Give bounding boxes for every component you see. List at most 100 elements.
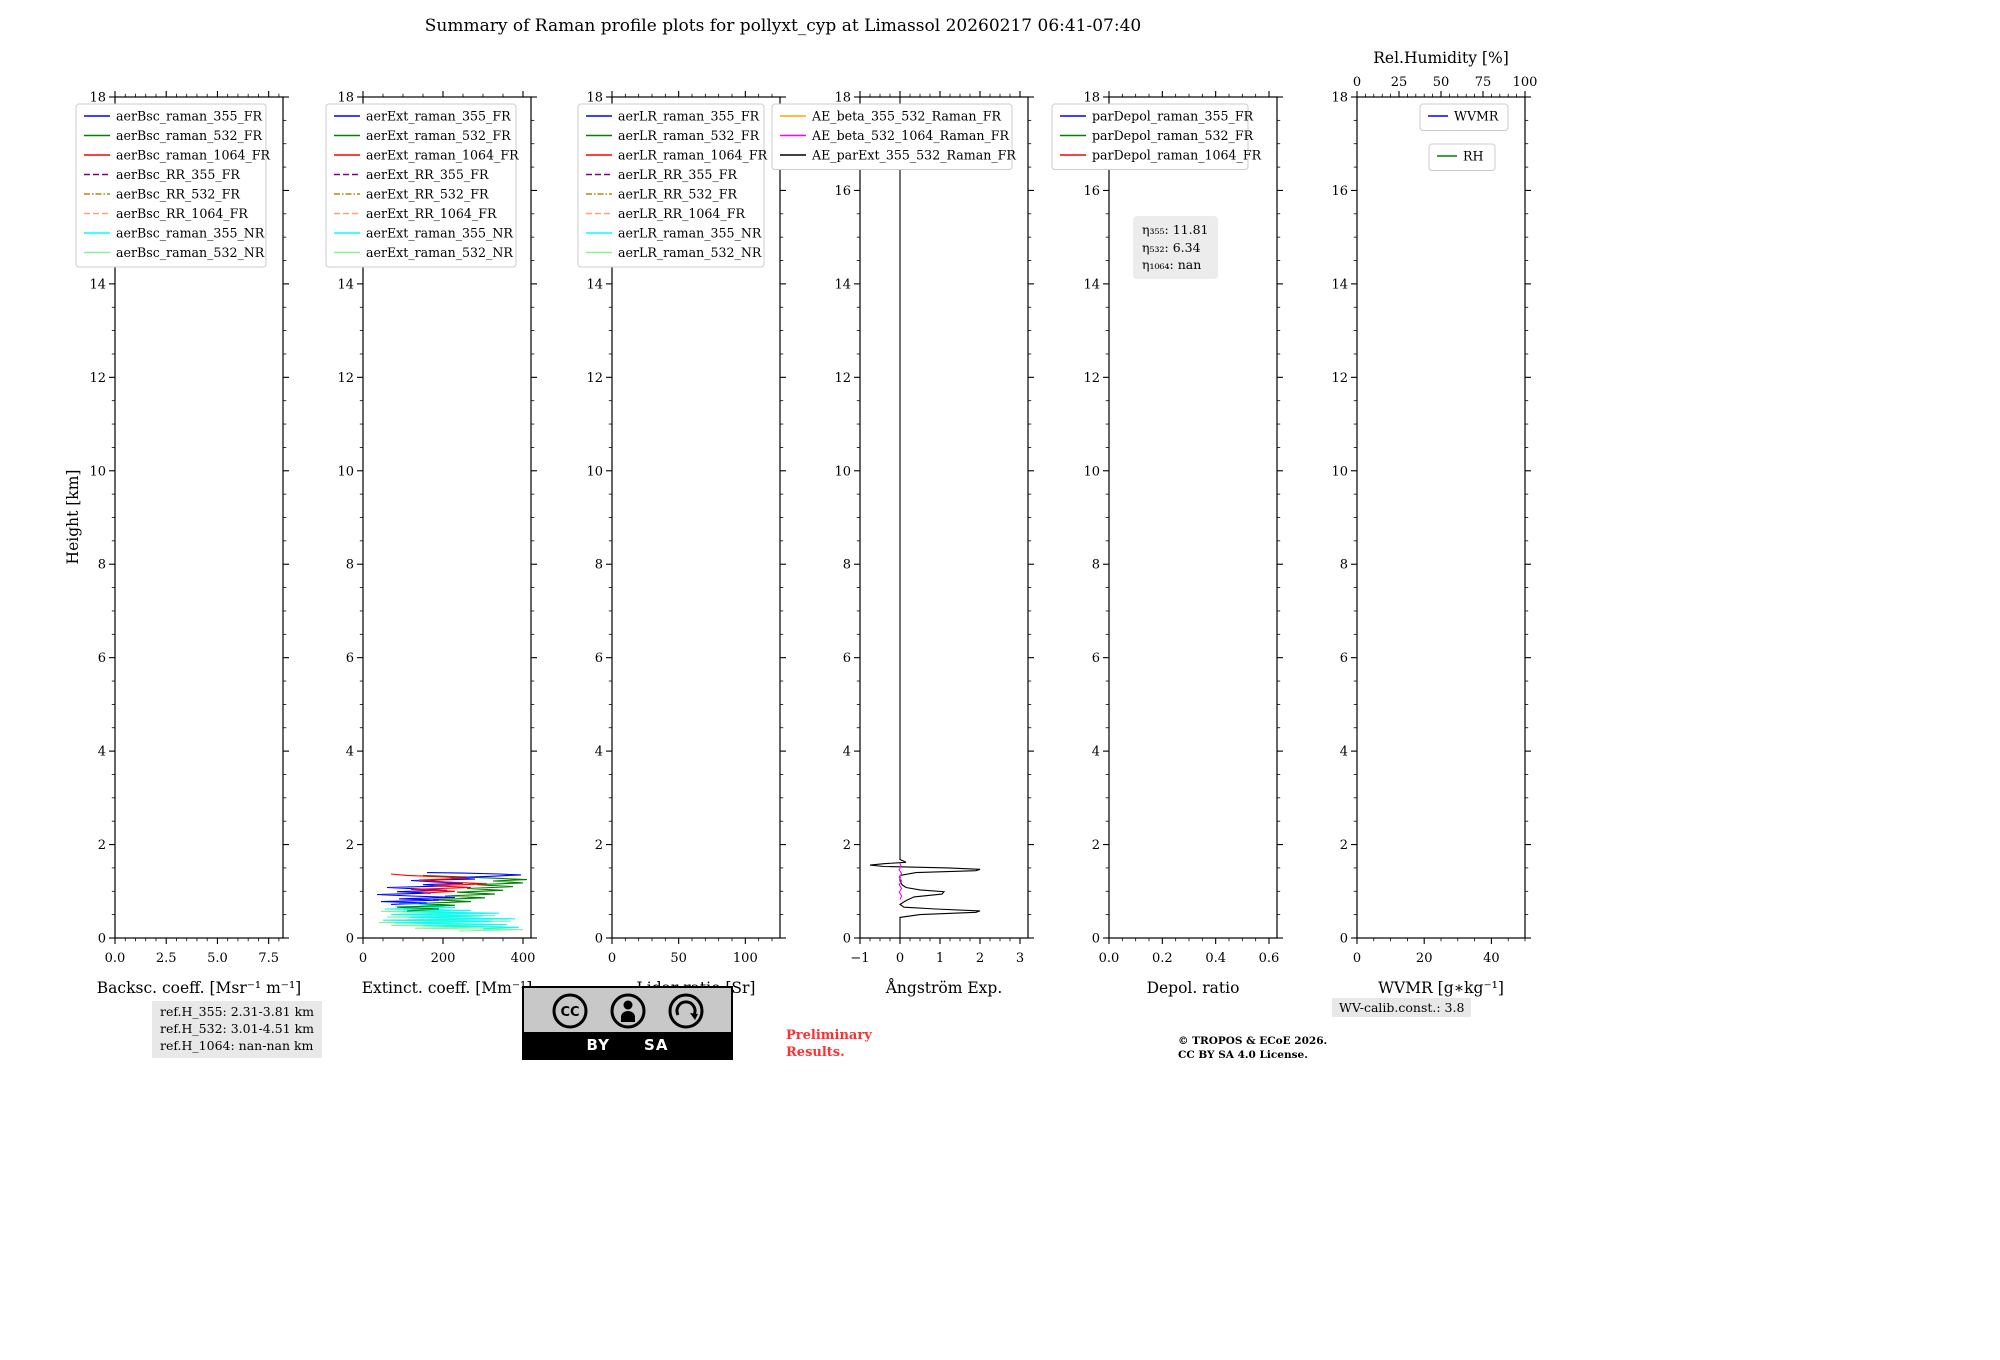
svg-text:18: 18 [586,91,603,106]
svg-text:12: 12 [834,371,851,386]
copyright-line2: CC BY SA 4.0 License. [1178,1049,1308,1062]
panel-2-xlabel: Extinct. coeff. [Mm⁻¹] [362,979,533,997]
svg-text:aerExt_RR_355_FR: aerExt_RR_355_FR [366,167,489,182]
eta-1064-value: η₁₀₆₄: nan [1142,257,1202,272]
svg-text:aerBsc_raman_532_NR: aerBsc_raman_532_NR [116,245,265,260]
panel-4-xlabel: Ångström Exp. [885,979,1003,997]
svg-text:8: 8 [346,558,354,573]
svg-text:0: 0 [359,951,367,966]
svg-text:10: 10 [586,464,603,479]
panel-5-xlabel: Depol. ratio [1147,979,1240,997]
svg-text:400: 400 [511,951,536,966]
svg-text:0.0: 0.0 [1099,951,1120,966]
svg-text:4: 4 [1092,745,1100,760]
svg-text:14: 14 [1083,277,1100,292]
svg-text:aerLR_raman_355_NR: aerLR_raman_355_NR [618,226,762,241]
svg-text:12: 12 [1083,371,1100,386]
preliminary-line1: Preliminary [786,1028,872,1043]
svg-text:0: 0 [1353,951,1361,966]
share-alike-icon [668,993,703,1029]
svg-text:2: 2 [976,951,984,966]
svg-text:0: 0 [1092,932,1100,947]
svg-text:16: 16 [1083,184,1100,199]
svg-text:18: 18 [834,91,851,106]
preliminary-line2: Results. [786,1044,845,1060]
svg-text:parDepol_raman_1064_FR: parDepol_raman_1064_FR [1092,148,1262,163]
panel-1-xlabel: Backsc. coeff. [Msr⁻¹ m⁻¹] [97,979,301,997]
svg-text:75: 75 [1475,75,1492,90]
svg-text:18: 18 [1331,91,1348,106]
svg-text:0: 0 [1340,932,1348,947]
svg-text:10: 10 [1331,464,1348,479]
copyright-note: © TROPOS & ECoE 2026. CC BY SA 4.0 Licen… [1178,1034,1327,1062]
svg-text:aerExt_RR_532_FR: aerExt_RR_532_FR [366,187,489,202]
svg-text:8: 8 [1092,558,1100,573]
svg-text:14: 14 [834,277,851,292]
svg-text:16: 16 [1331,184,1348,199]
panel-2: 0246810121416180200400Extinct. coeff. [M… [325,91,537,997]
cc-badge-strip: BY SA [524,1032,731,1058]
svg-text:14: 14 [337,277,354,292]
ref-h-355: ref.H_355: 2.31-3.81 km [160,1004,315,1019]
svg-text:200: 200 [431,951,456,966]
svg-text:2: 2 [843,838,851,853]
svg-text:aerLR_raman_1064_FR: aerLR_raman_1064_FR [618,148,768,163]
svg-text:6: 6 [346,651,354,666]
svg-text:2: 2 [1092,838,1100,853]
svg-text:aerBsc_raman_355_NR: aerBsc_raman_355_NR [116,226,265,241]
svg-text:25: 25 [1391,75,1408,90]
svg-text:10: 10 [89,464,106,479]
wv-calib-value: WV-calib.const.: 3.8 [1339,1000,1465,1015]
svg-text:aerBsc_raman_532_FR: aerBsc_raman_532_FR [116,128,263,143]
svg-text:aerBsc_RR_355_FR: aerBsc_RR_355_FR [116,167,240,182]
svg-text:50: 50 [670,951,687,966]
figure-title: Summary of Raman profile plots for polly… [424,16,1142,36]
top-axis-label: Rel.Humidity [%] [1373,49,1509,67]
eta-annotation-box: η₃₅₅: 11.81 η₅₃₂: 6.34 η₁₀₆₄: nan [1133,216,1218,279]
series-aerExt_raman_532_FR [396,874,528,912]
y-axis-label: Height [km] [64,470,82,565]
svg-text:0: 0 [896,951,904,966]
svg-text:8: 8 [1340,558,1348,573]
svg-text:14: 14 [89,277,106,292]
svg-text:18: 18 [89,91,106,106]
svg-text:8: 8 [98,558,106,573]
svg-text:aerExt_RR_1064_FR: aerExt_RR_1064_FR [366,206,497,221]
svg-text:aerBsc_raman_355_FR: aerBsc_raman_355_FR [116,109,263,124]
svg-text:6: 6 [1340,651,1348,666]
svg-text:4: 4 [595,745,603,760]
svg-text:aerExt_raman_1064_FR: aerExt_raman_1064_FR [366,148,519,163]
svg-text:100: 100 [733,951,758,966]
panel-6-xlabel: WVMR [g∗kg⁻¹] [1378,979,1504,997]
reference-height-box: ref.H_355: 2.31-3.81 km ref.H_532: 3.01-… [152,1001,323,1058]
svg-text:aerExt_raman_355_FR: aerExt_raman_355_FR [366,109,511,124]
svg-text:3: 3 [1016,951,1024,966]
svg-text:10: 10 [834,464,851,479]
svg-text:100: 100 [1513,75,1538,90]
svg-text:aerLR_RR_532_FR: aerLR_RR_532_FR [618,187,737,202]
svg-text:8: 8 [595,558,603,573]
svg-text:0.6: 0.6 [1259,951,1280,966]
svg-text:0: 0 [346,932,354,947]
svg-text:2.5: 2.5 [156,951,177,966]
svg-text:WVMR: WVMR [1454,109,1499,124]
wv-calibration-box: WV-calib.const.: 3.8 [1332,998,1472,1017]
svg-text:10: 10 [1083,464,1100,479]
ref-h-532: ref.H_532: 3.01-4.51 km [160,1020,315,1036]
svg-text:12: 12 [1331,371,1348,386]
svg-text:12: 12 [586,371,603,386]
panel-6: 0 2 4 6 8 10 12 14 16 18 0 20 40 WVMR [g∗kg⁻¹] 0 25 50 75… [1331,49,1537,997]
svg-text:RH: RH [1463,149,1483,164]
attribution-person-icon [610,993,645,1029]
svg-text:6: 6 [98,651,106,666]
svg-text:aerLR_raman_355_FR: aerLR_raman_355_FR [618,109,760,124]
svg-text:aerExt_raman_532_FR: aerExt_raman_532_FR [366,128,511,143]
svg-text:AE_beta_532_1064_Raman_FR: AE_beta_532_1064_Raman_FR [811,128,1010,143]
svg-text:aerBsc_RR_1064_FR: aerBsc_RR_1064_FR [116,206,248,221]
svg-text:50: 50 [1433,75,1450,90]
svg-text:0: 0 [843,932,851,947]
svg-text:aerLR_RR_1064_FR: aerLR_RR_1064_FR [618,206,745,221]
